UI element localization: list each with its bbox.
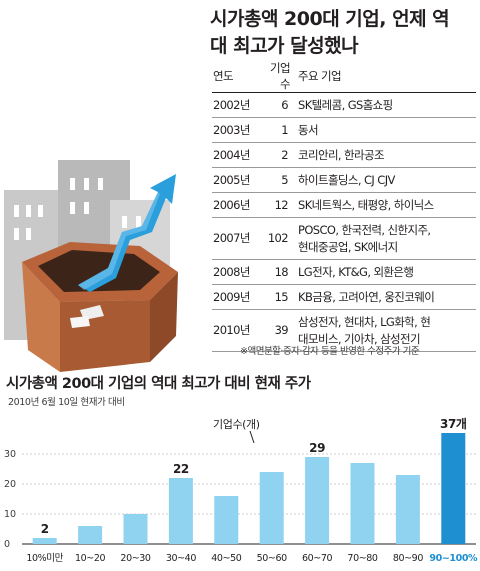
row-companies: 삼성전자, 현대차, LG화학, 현 대모비스, 기아차, 삼성전기 (296, 309, 476, 352)
record-year-table: 연도 기업 수 주요 기업 2002년 6 SK텔레콤, GS홈쇼핑 2003년… (212, 60, 476, 352)
y-tick-label: 0 (4, 539, 10, 550)
row-companies-line: 삼성전자, 현대차, LG화학, 현 (298, 314, 431, 329)
table-row: 2009년 15 KB금융, 고려아연, 웅진코웨이 (212, 284, 476, 310)
header-companies: 주요 기업 (296, 60, 476, 93)
bar-1 (32, 538, 57, 544)
box-side (150, 272, 178, 362)
page-title: 시가총액 200대 기업, 언제 역 대 최고가 달성했나 (210, 6, 476, 60)
page-title-line-1: 시가총액 200대 기업, 언제 역 (210, 8, 450, 30)
row-companies-line: 현대중공업, SK에너지 (298, 239, 398, 254)
bar-2 (78, 526, 103, 544)
page-title-line-2: 대 최고가 달성했나 (210, 35, 359, 57)
row-count: 1 (260, 117, 296, 143)
row-year: 2008년 (212, 259, 260, 285)
row-count: 5 (260, 167, 296, 193)
row-companies: 하이트홀딩스, CJ CJV (296, 167, 476, 193)
table-row: 2010년 39 삼성전자, 현대차, LG화학, 현 대모비스, 기아차, 삼… (212, 309, 476, 352)
chart-bars (32, 433, 466, 544)
x-tick-label: 50~60 (257, 553, 287, 564)
row-companies: 동서 (296, 117, 476, 143)
data-label: 37개 (440, 417, 467, 431)
row-companies-line: 동서 (298, 122, 319, 137)
row-count: 15 (260, 284, 296, 310)
x-tick-label: 70~80 (347, 553, 377, 564)
table-footnote: ※액면분할·증자·감자 등을 반영한 수정주가 기준 (240, 346, 420, 357)
header-year: 연도 (212, 60, 260, 93)
bar-8 (350, 463, 375, 544)
row-companies-line: 하이트홀딩스, CJ CJV (298, 172, 395, 187)
table-header-row: 연도 기업 수 주요 기업 (212, 60, 476, 93)
x-tick-label: 10~20 (75, 553, 105, 564)
y-tick-label: 30 (4, 449, 16, 460)
row-companies-line: LG전자, KT&G, 외환은행 (298, 264, 414, 279)
annotation-label: 기업수(개) (213, 418, 260, 431)
data-label: 22 (173, 462, 189, 476)
header-count: 기업 수 (260, 60, 296, 93)
box-front (22, 262, 60, 372)
row-companies: SK텔레콤, GS홈쇼핑 (296, 92, 476, 118)
row-count: 6 (260, 92, 296, 118)
row-companies: KB금융, 고려아연, 웅진코웨이 (296, 284, 476, 310)
table-row: 2005년 5 하이트홀딩스, CJ CJV (212, 167, 476, 193)
row-companies-line: POSCO, 한국전력, 신한지주, (298, 222, 431, 237)
row-year: 2003년 (212, 117, 260, 143)
box-front (60, 300, 150, 372)
row-year: 2005년 (212, 167, 260, 193)
row-year: 2006년 (212, 192, 260, 218)
chart-annotation: 기업수(개) (213, 418, 260, 444)
row-year: 2002년 (212, 92, 260, 118)
box-inner (38, 250, 160, 292)
row-count: 2 (260, 142, 296, 168)
y-tick-label: 20 (4, 479, 16, 490)
x-tick-label: 60~70 (302, 553, 332, 564)
row-companies: POSCO, 한국전력, 신한지주, 현대중공업, SK에너지 (296, 217, 476, 260)
table-row: 2002년 6 SK텔레콤, GS홈쇼핑 (212, 92, 476, 118)
table-row: 2007년 102 POSCO, 한국전력, 신한지주, 현대중공업, SK에너… (212, 217, 476, 260)
x-tick-label: 20~30 (120, 553, 150, 564)
row-companies-line: 대모비스, 기아차, 삼성전기 (298, 331, 421, 346)
stock-box-illustration (4, 160, 178, 372)
paper-shape (70, 316, 90, 328)
row-count: 39 (260, 309, 296, 352)
bar-10 (441, 433, 466, 544)
table-row: 2006년 12 SK네트웍스, 태평양, 하이닉스 (212, 192, 476, 218)
row-year: 2009년 (212, 284, 260, 310)
bar-4 (168, 478, 193, 544)
table-row: 2003년 1 동서 (212, 117, 476, 143)
bar-9 (395, 475, 420, 544)
table-row: 2008년 18 LG전자, KT&G, 외환은행 (212, 259, 476, 285)
row-year: 2007년 (212, 217, 260, 260)
y-tick-label: 10 (4, 509, 16, 520)
x-tick-label: 10%미만 (26, 553, 63, 564)
row-count: 12 (260, 192, 296, 218)
table-row: 2004년 2 코리안리, 한라공조 (212, 142, 476, 168)
data-label: 29 (309, 441, 325, 455)
x-tick-label: 80~90 (393, 553, 423, 564)
row-count: 18 (260, 259, 296, 285)
bar-6 (259, 472, 284, 544)
bar-5 (214, 496, 239, 544)
x-tick-label: 30~40 (166, 553, 196, 564)
bar-3 (123, 514, 148, 544)
row-companies-line: SK네트웍스, 태평양, 하이닉스 (298, 197, 434, 212)
chart-subtitle: 2010년 6월 10일 현재가 대비 (8, 397, 125, 408)
row-companies: SK네트웍스, 태평양, 하이닉스 (296, 192, 476, 218)
chart-title: 시가총액 200대 기업의 역대 최고가 대비 현재 주가 (6, 376, 311, 392)
row-year: 2004년 (212, 142, 260, 168)
row-companies: LG전자, KT&G, 외환은행 (296, 259, 476, 285)
bar-7 (305, 457, 330, 544)
x-tick-label: 90~100% (429, 553, 478, 564)
row-companies-line: 코리안리, 한라공조 (298, 147, 385, 162)
row-companies: 코리안리, 한라공조 (296, 142, 476, 168)
chart-labels: 10%미만 2 10~20 20~30 30~40 22 40~50 50~60 60~70 29… (26, 417, 478, 564)
row-companies-line: KB금융, 고려아연, 웅진코웨이 (298, 289, 435, 304)
row-year: 2010년 (212, 309, 260, 352)
annotation-leader-line (249, 430, 255, 444)
data-label: 2 (41, 522, 49, 536)
row-companies-line: SK텔레콤, GS홈쇼핑 (298, 97, 393, 112)
bar-chart: 0 10 20 30 10%미만 2 10~20 20~30 30~40 22 40~50 50~6… (4, 417, 478, 564)
row-count: 102 (260, 217, 296, 260)
x-tick-label: 40~50 (211, 553, 241, 564)
